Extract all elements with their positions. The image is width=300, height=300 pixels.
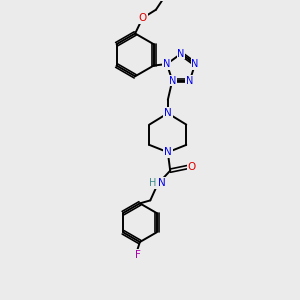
Text: F: F — [135, 250, 140, 260]
Text: N: N — [191, 59, 199, 69]
Text: H: H — [149, 178, 156, 188]
Text: N: N — [177, 49, 185, 59]
Text: O: O — [188, 162, 196, 172]
Text: O: O — [138, 13, 147, 23]
Text: N: N — [169, 76, 176, 85]
Text: N: N — [158, 178, 166, 188]
Text: N: N — [164, 147, 172, 157]
Text: N: N — [163, 59, 171, 69]
Text: N: N — [164, 108, 172, 118]
Text: N: N — [186, 76, 194, 85]
